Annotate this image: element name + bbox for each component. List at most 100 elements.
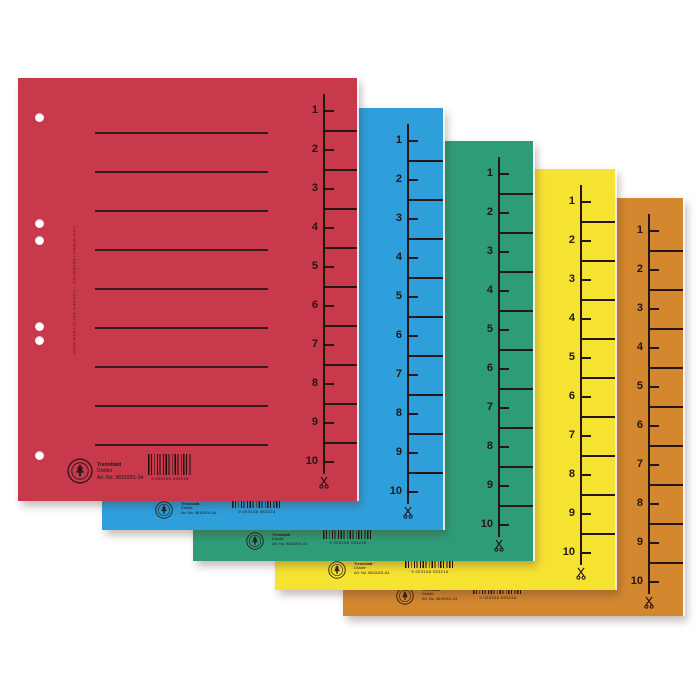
- scale-number: 4: [486, 284, 493, 296]
- scale-number: 3: [486, 245, 493, 257]
- cut-guide-line: [323, 168, 357, 171]
- ruled-writing-line: [95, 366, 268, 368]
- scale-number: 6: [395, 329, 402, 341]
- tick-mark: [323, 383, 334, 385]
- tick-mark: [580, 201, 591, 203]
- cut-guide-line: [323, 441, 357, 444]
- scale-line: [407, 124, 409, 504]
- scale-number: 4: [636, 341, 643, 353]
- tick-mark: [407, 413, 418, 415]
- tick-mark: [648, 308, 659, 310]
- punch-hole: [35, 336, 44, 345]
- scale-number: 4: [568, 312, 575, 324]
- cut-guide-line: [648, 327, 683, 330]
- cut-guide-line: [498, 387, 533, 390]
- punch-hole: [35, 113, 44, 122]
- tick-mark: [498, 407, 509, 409]
- cut-guide-line: [580, 376, 615, 379]
- label-line: Art. No. 98100/01-04: [97, 474, 144, 481]
- tick-mark: [580, 279, 591, 281]
- label-line: Divider: [272, 537, 284, 542]
- scale-number: 8: [395, 407, 402, 419]
- scissors-icon: [494, 539, 504, 552]
- ruled-writing-line: [95, 132, 268, 134]
- label-line: Art. No. 98100/01-04: [354, 571, 390, 576]
- tick-mark: [648, 464, 659, 466]
- scale-number: 6: [486, 362, 493, 374]
- tick-mark: [407, 218, 418, 220]
- tick-mark: [498, 524, 509, 526]
- tick-mark: [498, 251, 509, 253]
- tick-mark: [498, 290, 509, 292]
- cut-guide-line: [323, 285, 357, 288]
- cut-guide-line: [498, 348, 533, 351]
- cut-guide-line: [498, 231, 533, 234]
- scale-number: 2: [311, 143, 318, 155]
- scale-number: 2: [636, 263, 643, 275]
- tick-mark: [407, 335, 418, 337]
- barcode-digits: 9 003108 053216: [238, 508, 276, 514]
- cut-guide-line: [407, 393, 443, 396]
- tick-mark: [323, 110, 334, 112]
- scale-number: 6: [636, 419, 643, 431]
- cut-guide-line: [498, 309, 533, 312]
- tick-mark: [407, 374, 418, 376]
- label-line: Divider: [422, 592, 434, 597]
- cut-guide-line: [407, 276, 443, 279]
- tick-mark: [580, 552, 591, 554]
- cut-guide-line: [580, 337, 615, 340]
- tick-mark: [323, 422, 334, 424]
- cut-guide-line: [498, 270, 533, 273]
- scale-number: 2: [395, 173, 402, 185]
- cut-guide-line: [407, 432, 443, 435]
- cut-guide-line: [580, 532, 615, 535]
- scale-number: 10: [305, 455, 318, 467]
- tick-mark: [323, 266, 334, 268]
- scale-number: 10: [630, 575, 643, 587]
- barcode-digits: 9 003108 053216: [329, 539, 367, 545]
- scale-number: 2: [486, 206, 493, 218]
- cut-guide-line: [648, 483, 683, 486]
- tick-mark: [498, 212, 509, 214]
- cut-guide-line: [323, 363, 357, 366]
- scale-line: [323, 94, 325, 474]
- label-line: Divider: [97, 468, 113, 475]
- ruled-writing-line: [95, 405, 268, 407]
- punch-hole: [35, 322, 44, 331]
- cut-guide-line: [580, 259, 615, 262]
- tick-mark: [323, 305, 334, 307]
- tick-mark: [648, 230, 659, 232]
- scale-number: 1: [486, 167, 493, 179]
- tick-mark: [498, 446, 509, 448]
- label-line: Art. No. 98100/01-04: [181, 511, 217, 516]
- ruled-writing-line: [95, 171, 268, 173]
- barcode-bars: [323, 527, 373, 539]
- scale-number: 1: [311, 104, 318, 116]
- eco-tree-stamp-icon: [155, 501, 173, 519]
- tick-mark: [498, 329, 509, 331]
- punch-hole: [35, 451, 44, 460]
- label-line: Art. No. 98100/01-04: [272, 542, 308, 547]
- scale-number: 9: [395, 446, 402, 458]
- tick-mark: [648, 542, 659, 544]
- label-line: Trennblatt: [181, 501, 200, 506]
- scale-number: 3: [395, 212, 402, 224]
- scale-number: 5: [486, 323, 493, 335]
- scale-line: [580, 185, 582, 565]
- tick-mark: [580, 240, 591, 242]
- scale-number: 10: [389, 485, 402, 497]
- tick-mark: [407, 452, 418, 454]
- tick-mark: [407, 179, 418, 181]
- scale-number: 7: [486, 401, 493, 413]
- scale-number: 9: [568, 507, 575, 519]
- cut-guide-line: [648, 249, 683, 252]
- tick-mark: [580, 474, 591, 476]
- scale-number: 5: [568, 351, 575, 363]
- tick-mark: [580, 513, 591, 515]
- scissors-icon: [576, 567, 586, 580]
- scale-number: 8: [636, 497, 643, 509]
